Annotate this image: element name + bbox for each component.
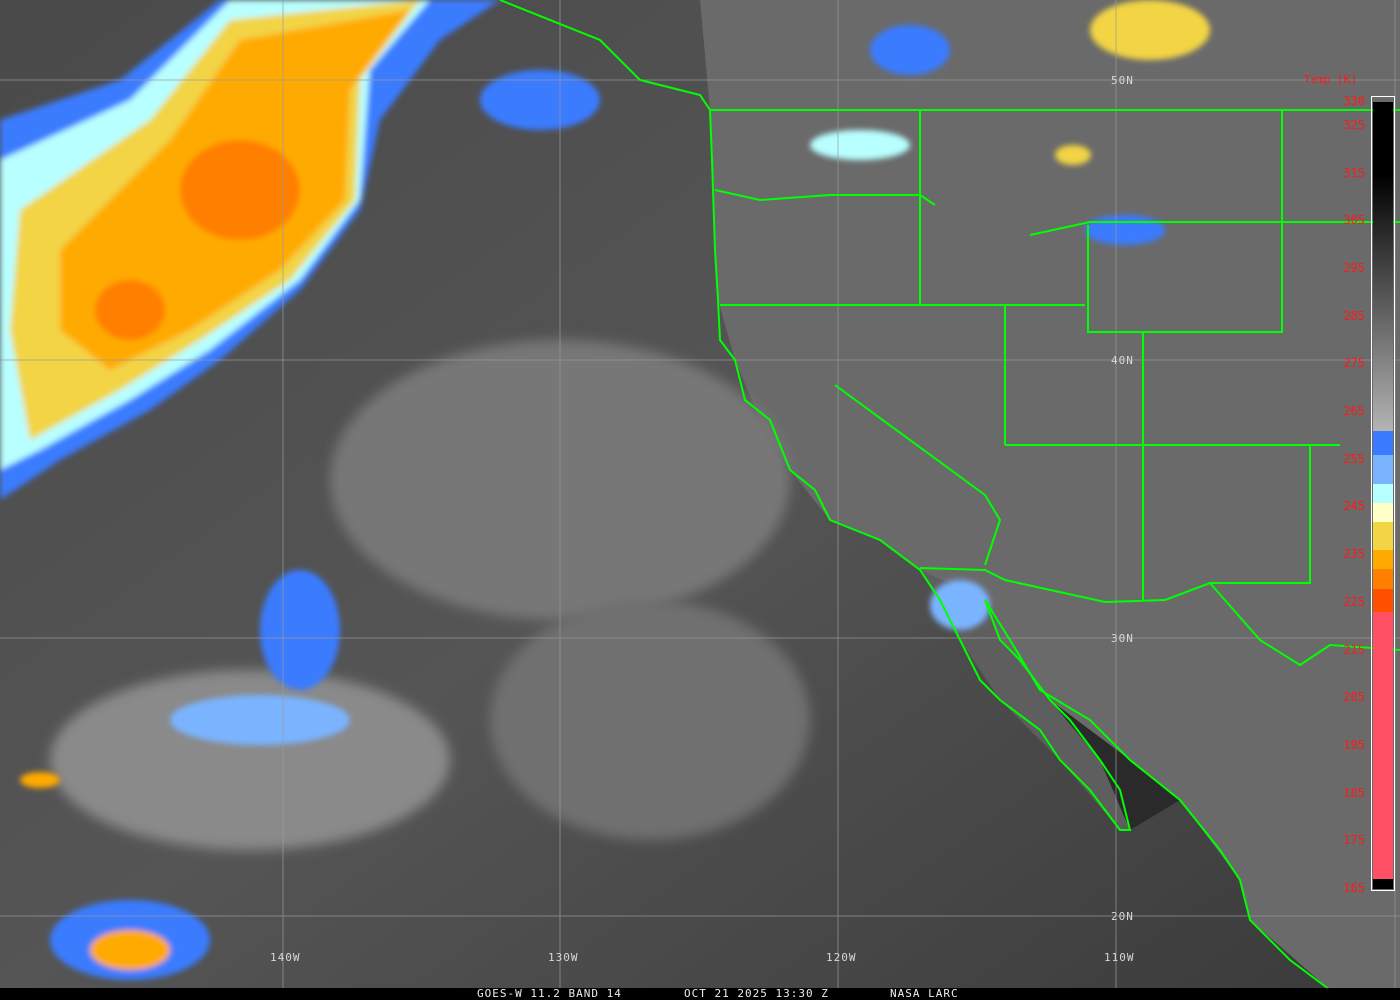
lat-label-20n: 20N [1111, 910, 1134, 923]
lat-label-40n: 40N [1111, 354, 1134, 367]
colorbar-segment [1373, 879, 1393, 889]
colorbar-tick-label: 235 [1343, 547, 1365, 562]
cold-cloud-shield [0, 0, 500, 500]
lat-label-30n: 30N [1111, 632, 1134, 645]
colorbar-tick-label: 275 [1343, 356, 1365, 371]
colorbar-segment [1373, 550, 1393, 570]
caption-product: GOES-W 11.2 BAND 14 [477, 987, 622, 1000]
colorbar-tick-label: 165 [1343, 881, 1365, 895]
colorbar-segment [1373, 588, 1393, 613]
mt-wy-border [1029, 221, 1400, 236]
colorbar-segment [1373, 502, 1393, 522]
colorbar-tick-label: 315 [1343, 165, 1365, 180]
colorbar-segment [1373, 521, 1393, 551]
colorbar-tick-label: 255 [1343, 451, 1365, 466]
mexico-coastline [984, 599, 1331, 991]
colorbar-segment [1373, 102, 1393, 174]
cumulus-field [490, 600, 810, 840]
colorbar-segment [1373, 454, 1393, 484]
colorbar-tick-label: 215 [1343, 642, 1365, 657]
colorbar-segment [1373, 612, 1393, 880]
colorbar-tick-label: 225 [1343, 594, 1365, 609]
colorbar-segment [1373, 569, 1393, 589]
colorbar-tick-label: 265 [1343, 404, 1365, 419]
land-area [700, 0, 1400, 1000]
lon-label-130w: 130W [548, 951, 579, 964]
colorbar-tick-label: 245 [1343, 499, 1365, 514]
lon-label-110w: 110W [1104, 951, 1135, 964]
colorbar-segment [1373, 431, 1393, 455]
colorbar-title: Temp [K] [1304, 73, 1357, 86]
temperature-colorbar [1371, 96, 1395, 891]
ca-nv-border [834, 384, 1002, 566]
coastline [499, 0, 1132, 831]
colorbar-tick-label: 325 [1343, 117, 1365, 132]
lat-label-50n: 50N [1111, 74, 1134, 87]
colorbar-segment [1373, 483, 1393, 503]
lon-label-140w: 140W [270, 951, 301, 964]
lon-label-120w: 120W [826, 951, 857, 964]
colorbar-tick-label: 295 [1343, 260, 1365, 275]
cloud-band [50, 670, 450, 850]
colorbar-tick-label: 330 [1343, 94, 1365, 108]
wa-or-border [714, 189, 936, 206]
image-caption: GOES-W 11.2 BAND 14 OCT 21 2025 13:30 Z … [0, 988, 1400, 1000]
colorbar-segment [1373, 173, 1393, 432]
colorbar-tick-label: 305 [1343, 213, 1365, 228]
colorbar-tick-label: 185 [1343, 785, 1365, 800]
political-borders [499, 0, 1400, 991]
caption-source: NASA LARC [890, 987, 959, 1000]
colorbar-tick-label: 195 [1343, 737, 1365, 752]
baja-peninsula [920, 570, 1130, 830]
us-mexico-border [919, 567, 1400, 667]
caption-datetime: OCT 21 2025 13:30 Z [684, 987, 829, 1000]
colorbar-tick-label: 175 [1343, 833, 1365, 848]
colorbar-tick-label: 285 [1343, 308, 1365, 323]
colorbar-tick-label: 205 [1343, 690, 1365, 705]
gulf-of-california [985, 600, 1180, 830]
